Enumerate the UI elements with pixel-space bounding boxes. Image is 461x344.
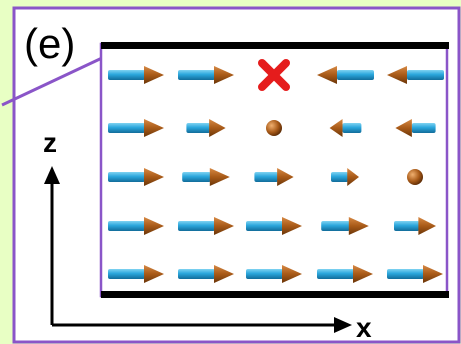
arrow-shaft <box>321 221 350 231</box>
spin-arrow-r4-c4 <box>321 217 369 235</box>
arrow-head <box>144 265 164 283</box>
spin-arrow-r2-c5 <box>395 119 436 137</box>
arrow-head <box>144 119 164 137</box>
arrow-head <box>317 66 337 84</box>
arrow-head <box>418 217 436 235</box>
spin-arrow-r2-c1 <box>108 119 164 137</box>
arrow-shaft <box>108 70 145 80</box>
arrow-shaft <box>254 172 279 182</box>
arrow-shaft <box>178 70 215 80</box>
spin-dot <box>407 169 423 185</box>
arrow-head <box>214 217 234 235</box>
arrow-shaft <box>407 70 444 80</box>
spin-arrow-r1-c4 <box>317 66 374 84</box>
arrow-head <box>144 66 164 84</box>
spin-arrow-r4-c2 <box>178 217 234 235</box>
spin-arrow-r3-c1 <box>108 168 164 186</box>
arrow-head <box>395 119 412 137</box>
arrow-shaft <box>342 123 362 133</box>
arrow-shaft <box>394 221 420 231</box>
spin-arrow-r3-c4 <box>331 168 359 186</box>
arrow-shaft <box>387 269 424 279</box>
arrow-head <box>282 217 302 235</box>
spin-dot <box>266 120 282 136</box>
x-axis-label: x <box>356 312 372 343</box>
spin-arrow-r3-c3 <box>254 168 294 186</box>
arrow-shaft <box>182 172 211 182</box>
arrow-head <box>423 265 443 283</box>
spin-arrow-r5-c4 <box>317 265 373 283</box>
arrow-head <box>353 265 373 283</box>
arrow-head <box>144 217 164 235</box>
spin-arrow-r5-c1 <box>108 265 164 283</box>
arrow-shaft <box>246 269 283 279</box>
arrow-shaft <box>337 70 374 80</box>
arrow-shaft <box>178 269 215 279</box>
arrow-head <box>387 66 407 84</box>
arrow-shaft <box>186 123 211 133</box>
spin-arrow-r3-c2 <box>182 168 230 186</box>
arrow-head <box>209 168 230 186</box>
spin-arrow-r1-c5 <box>387 66 444 84</box>
panel-corner-line <box>1 56 103 107</box>
arrow-head <box>348 217 369 235</box>
z-axis-label: z <box>43 127 57 158</box>
arrow-shaft <box>317 269 354 279</box>
arrow-head <box>277 168 294 186</box>
spin-arrow-r1-c2 <box>178 66 234 84</box>
arrow-head <box>329 119 343 137</box>
spin-arrow-r4-c3 <box>246 217 302 235</box>
spin-arrow-r5-c3 <box>246 265 302 283</box>
spin-arrow-r5-c2 <box>178 265 234 283</box>
arrow-shaft <box>246 221 283 231</box>
arrow-head <box>282 265 302 283</box>
arrow-shaft <box>108 221 145 231</box>
spin-arrow-r4-c1 <box>108 217 164 235</box>
top-plate <box>101 42 449 49</box>
arrow-shaft <box>178 221 215 231</box>
z-axis-arrowhead <box>44 166 60 184</box>
arrow-head <box>144 168 164 186</box>
spin-grid <box>108 59 444 283</box>
spin-arrow-r4-c5 <box>394 217 436 235</box>
bottom-plate <box>101 291 449 298</box>
spin-arrow-r1-c1 <box>108 66 164 84</box>
arrow-head <box>214 265 234 283</box>
x-axis-arrowhead <box>334 317 352 333</box>
axes: z x <box>43 127 372 343</box>
arrow-shaft <box>411 123 436 133</box>
cross-stroke-b <box>258 59 290 91</box>
arrow-shaft <box>108 269 145 279</box>
spin-arrow-r2-c2 <box>186 119 226 137</box>
spin-arrow-r5-c5 <box>387 265 443 283</box>
arrow-head <box>209 119 226 137</box>
diagram-box <box>99 42 449 298</box>
arrow-shaft <box>108 123 145 133</box>
spin-dot-r3-c5 <box>407 169 423 185</box>
arrow-shaft <box>108 172 145 182</box>
spin-dot-r2-c3 <box>266 120 282 136</box>
arrow-head <box>347 168 359 186</box>
arrow-head <box>214 66 234 84</box>
arrow-shaft <box>331 172 349 182</box>
panel-label: (e) <box>24 20 75 67</box>
spin-arrow-r2-c4 <box>329 119 362 137</box>
spin-cross-r1-c3 <box>258 59 290 91</box>
